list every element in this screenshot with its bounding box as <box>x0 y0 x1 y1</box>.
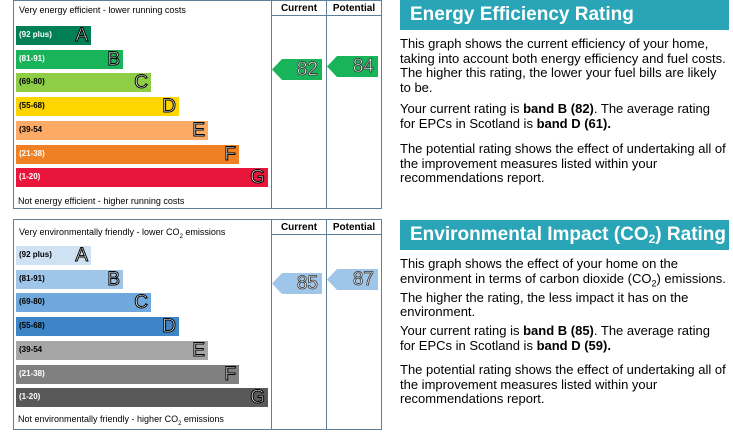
potential-rating-value: 87 <box>352 269 374 291</box>
chart-header: Very environmentally friendly - lower CO… <box>19 227 226 240</box>
current-column-header: Current <box>271 220 326 235</box>
band-range-label: (69-80) <box>19 297 45 307</box>
band-range-label: (39-54 <box>19 124 43 134</box>
band-range-label: (1-20) <box>19 172 41 182</box>
rating-band-a: (92 plus) A <box>16 245 91 267</box>
column-divider <box>271 220 272 429</box>
environmental-impact-potential-text: The potential rating shows the effect of… <box>400 362 726 406</box>
rating-band-d: (55-68) D <box>16 316 179 338</box>
current-rating-value: 82 <box>296 59 318 81</box>
environmental-impact-chart: Very environmentally friendly - lower CO… <box>13 219 382 430</box>
rating-band-e: (39-54 E <box>16 119 208 141</box>
chart-footer: Not energy efficient - higher running co… <box>18 196 185 206</box>
rating-band-g: (1-20) G <box>16 387 268 409</box>
potential-column-header: Potential <box>326 220 381 235</box>
current-rating-arrow: 82 <box>272 59 322 80</box>
rating-band-g: (1-20) G <box>16 167 268 189</box>
energy-efficiency-description: This graph shows the current efficiency … <box>400 36 726 95</box>
environmental-impact-title: Environmental Impact (CO2) Rating <box>400 220 729 250</box>
rating-band-f: (21-38) F <box>16 143 239 165</box>
potential-rating-arrow: 84 <box>327 56 378 77</box>
environmental-impact-description: This graph shows the effect of your home… <box>400 256 726 320</box>
band-letter: A <box>75 245 89 267</box>
rating-band-e: (39-54 E <box>16 339 208 361</box>
potential-column-header: Potential <box>326 1 381 16</box>
band-letter: F <box>224 143 237 165</box>
band-letter: G <box>250 387 266 409</box>
chart-header: Very energy efficient - lower running co… <box>19 5 186 15</box>
column-divider <box>326 220 327 429</box>
band-range-label: (39-54 <box>19 344 43 354</box>
current-column-header: Current <box>271 1 326 16</box>
rating-band-b: (81-91) B <box>16 268 123 290</box>
band-letter: B <box>107 48 121 70</box>
band-range-label: (69-80) <box>19 77 45 87</box>
current-rating-arrow: 85 <box>272 273 322 294</box>
band-range-label: (55-68) <box>19 321 45 331</box>
band-range-label: (92 plus) <box>19 30 52 39</box>
band-letter: C <box>134 292 149 314</box>
band-range-label: (81-91) <box>19 53 45 63</box>
band-range-label: (1-20) <box>19 392 41 402</box>
potential-rating-value: 84 <box>352 56 374 78</box>
energy-efficiency-current-rating-text: Your current rating is band B (82). The … <box>400 101 711 131</box>
energy-efficiency-chart: Very energy efficient - lower running co… <box>13 0 382 209</box>
rating-band-a: (92 plus) A <box>16 25 91 47</box>
band-letter: G <box>250 167 266 189</box>
rating-band-c: (69-80) C <box>16 292 151 314</box>
current-rating-value: 85 <box>296 273 318 295</box>
environmental-impact-current-rating-text: Your current rating is band B (85). The … <box>400 323 711 353</box>
energy-efficiency-title: Energy Efficiency Rating <box>400 0 729 30</box>
column-divider <box>271 1 272 208</box>
band-range-label: (55-68) <box>19 101 45 111</box>
band-letter: D <box>162 316 177 338</box>
rating-band-f: (21-38) F <box>16 363 239 385</box>
rating-band-b: (81-91) B <box>16 48 123 70</box>
band-letter: E <box>192 119 206 141</box>
band-range-label: (21-38) <box>19 368 45 378</box>
energy-efficiency-potential-text: The potential rating shows the effect of… <box>400 141 726 185</box>
rating-band-d: (55-68) D <box>16 96 179 118</box>
potential-rating-arrow: 87 <box>327 269 378 290</box>
band-range-label: (81-91) <box>19 273 45 283</box>
band-letter: A <box>75 25 89 47</box>
band-letter: B <box>107 268 121 290</box>
band-letter: E <box>192 339 206 361</box>
band-letter: D <box>162 96 177 118</box>
band-range-label: (21-38) <box>19 148 45 158</box>
column-divider <box>326 1 327 208</box>
band-range-label: (92 plus) <box>19 250 52 259</box>
rating-band-c: (69-80) C <box>16 72 151 94</box>
band-letter: C <box>134 72 149 94</box>
band-letter: F <box>224 363 237 385</box>
chart-footer: Not environmentally friendly - higher CO… <box>18 414 224 427</box>
